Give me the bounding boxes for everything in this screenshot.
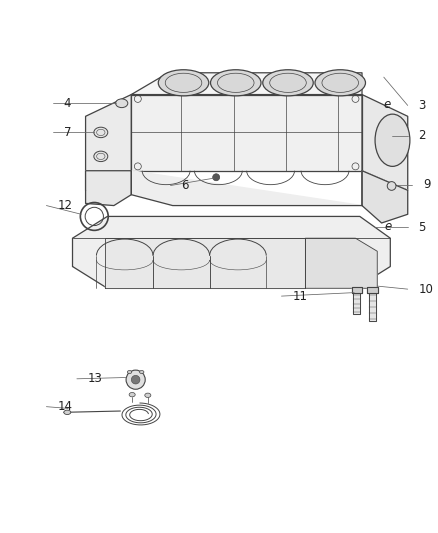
Ellipse shape — [127, 370, 132, 374]
Text: 4: 4 — [64, 97, 71, 110]
Text: 10: 10 — [419, 282, 434, 296]
Polygon shape — [368, 293, 376, 321]
Polygon shape — [105, 238, 305, 288]
Ellipse shape — [263, 70, 313, 96]
Text: 2: 2 — [419, 130, 426, 142]
Polygon shape — [131, 73, 362, 94]
Ellipse shape — [315, 70, 365, 96]
Text: 3: 3 — [419, 99, 426, 112]
Ellipse shape — [211, 70, 261, 96]
Polygon shape — [353, 293, 360, 314]
Circle shape — [126, 370, 145, 389]
Ellipse shape — [375, 114, 410, 166]
Text: 12: 12 — [57, 199, 72, 212]
Text: e: e — [383, 99, 390, 111]
Polygon shape — [352, 287, 362, 293]
Text: e: e — [385, 220, 392, 233]
Text: 5: 5 — [419, 221, 426, 234]
Text: 6: 6 — [181, 179, 189, 192]
Ellipse shape — [129, 392, 135, 397]
Polygon shape — [305, 238, 377, 288]
Ellipse shape — [94, 151, 108, 161]
Text: 11: 11 — [292, 289, 307, 303]
Text: 14: 14 — [57, 400, 72, 413]
Polygon shape — [85, 171, 131, 206]
Polygon shape — [362, 94, 408, 190]
Polygon shape — [367, 287, 378, 293]
Ellipse shape — [145, 393, 151, 398]
Text: 13: 13 — [88, 373, 102, 385]
Ellipse shape — [140, 370, 144, 374]
Circle shape — [387, 182, 396, 190]
Polygon shape — [131, 171, 362, 206]
Polygon shape — [73, 216, 390, 288]
Circle shape — [131, 375, 140, 384]
Ellipse shape — [116, 99, 128, 108]
Circle shape — [213, 174, 220, 181]
Text: 9: 9 — [423, 178, 431, 191]
Ellipse shape — [94, 127, 108, 138]
Polygon shape — [362, 171, 408, 223]
Ellipse shape — [64, 410, 71, 415]
Polygon shape — [131, 94, 362, 171]
Polygon shape — [85, 94, 131, 190]
Ellipse shape — [158, 70, 209, 96]
Text: 7: 7 — [64, 126, 71, 139]
